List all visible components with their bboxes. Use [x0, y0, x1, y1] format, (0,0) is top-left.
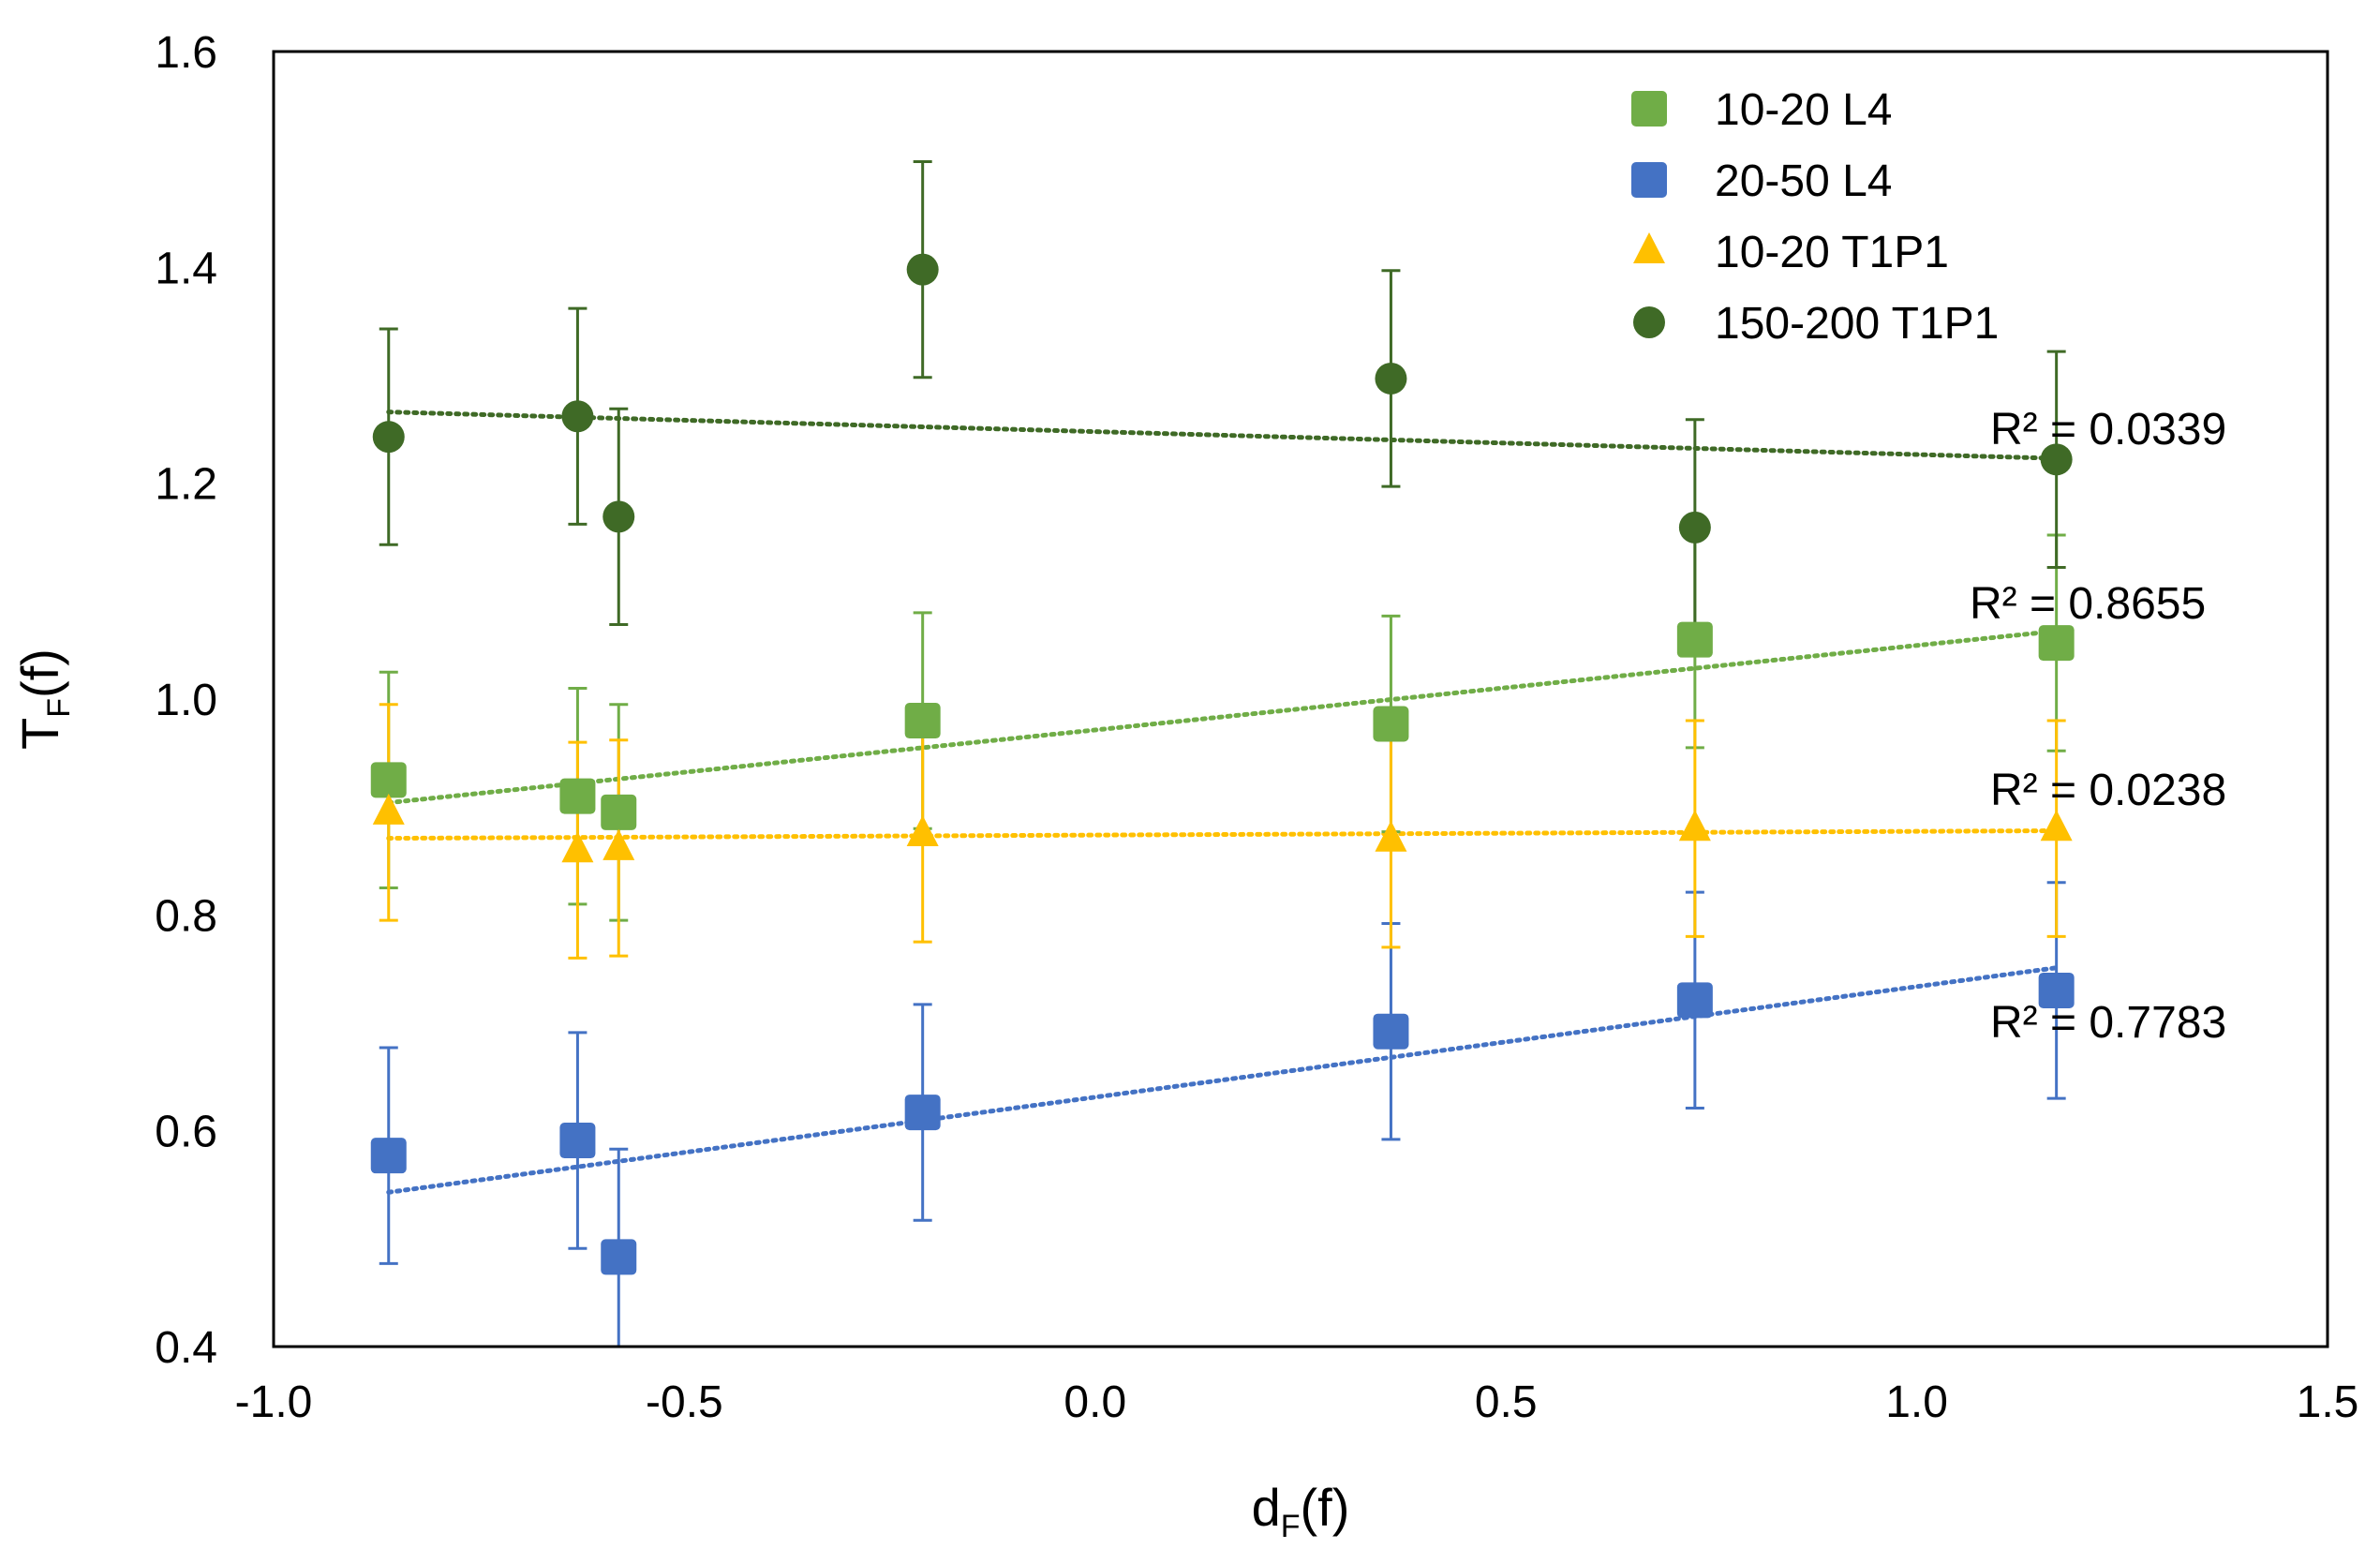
data-point-20-50-l4 — [904, 1095, 941, 1131]
x-tick-label: 1.0 — [1885, 1378, 1948, 1427]
plot-area-frame — [272, 50, 2329, 1348]
x-tick-label: 0.0 — [1064, 1378, 1126, 1427]
data-point-10-20-l4 — [601, 794, 637, 830]
y-axis-title-tail: (f) — [10, 648, 69, 698]
r2-label-20-50-l4: R² = 0.7783 — [1990, 998, 2226, 1048]
x-axis-title: dF(f) — [1252, 1478, 1350, 1544]
data-point-10-20-t1p1 — [561, 831, 594, 863]
data-point-150-200-t1p1 — [906, 253, 939, 286]
x-axis-title-tail: (f) — [1301, 1478, 1350, 1537]
trendline-10-20-t1p1 — [386, 828, 2060, 842]
trendline-20-50-l4 — [386, 965, 2060, 1195]
data-point-10-20-t1p1 — [2040, 810, 2073, 842]
x-axis-title-main: d — [1252, 1478, 1281, 1537]
legend-label-20-50-l4: 20-50 L4 — [1715, 156, 1893, 206]
legend-marker-20-50-l4 — [1631, 162, 1667, 198]
data-point-10-20-t1p1 — [1678, 810, 1711, 842]
data-point-20-50-l4 — [1373, 1013, 1409, 1050]
x-tick-label: 1.5 — [2297, 1378, 2359, 1427]
data-point-150-200-t1p1 — [2040, 443, 2073, 476]
legend-label-150-200-t1p1: 150-200 T1P1 — [1715, 299, 1999, 349]
data-point-10-20-t1p1 — [1375, 820, 1407, 852]
data-point-20-50-l4 — [1676, 982, 1713, 1019]
r2-label-10-20-t1p1: R² = 0.0238 — [1990, 766, 2226, 815]
data-points-layer — [370, 253, 2075, 1275]
data-point-20-50-l4 — [2038, 972, 2075, 1008]
trendline-150-200-t1p1 — [386, 410, 2060, 461]
r2-label-150-200-t1p1: R² = 0.0339 — [1990, 405, 2226, 454]
y-tick-label: 1.4 — [155, 244, 217, 293]
data-point-10-20-l4 — [2038, 625, 2075, 662]
data-point-150-200-t1p1 — [1375, 362, 1407, 395]
data-point-10-20-l4 — [904, 703, 941, 739]
y-axis-title: TF(f) — [10, 648, 77, 750]
r2-labels-layer: R² = 0.8655 R² = 0.7783 R² = 0.0238 R² = 0.… — [1970, 405, 2226, 1048]
data-point-20-50-l4 — [601, 1239, 637, 1275]
x-tick-label: 0.5 — [1475, 1378, 1538, 1427]
data-point-10-20-t1p1 — [906, 814, 939, 846]
data-point-150-200-t1p1 — [602, 500, 635, 533]
y-axis-title-main: T — [10, 718, 69, 750]
x-tick-label: -1.0 — [235, 1378, 313, 1427]
y-tick-label: 1.6 — [155, 28, 217, 78]
data-point-20-50-l4 — [370, 1138, 407, 1174]
trendline-10-20-l4 — [386, 628, 2060, 806]
legend-label-10-20-t1p1: 10-20 T1P1 — [1715, 228, 1949, 277]
data-point-10-20-l4 — [559, 778, 596, 814]
legend-marker-150-200-t1p1 — [1633, 306, 1665, 338]
legend-marker-10-20-l4 — [1631, 91, 1667, 127]
y-tick-label: 0.6 — [155, 1108, 217, 1157]
data-point-10-20-t1p1 — [372, 793, 405, 825]
legend-label-10-20-l4: 10-20 L4 — [1715, 85, 1893, 135]
data-point-10-20-l4 — [370, 762, 407, 798]
trendlines-layer — [386, 410, 2060, 1195]
tick-labels-layer: -1.0 -0.5 0.0 0.5 1.0 1.5 0.4 0.6 0.8 1.0 1.2 1.4 1.… — [155, 28, 2358, 1427]
x-axis-title-subscript: F — [1281, 1509, 1301, 1544]
legend: 10-20 L4 20-50 L4 10-20 T1P1 150-200 T1P1 — [1631, 85, 1999, 349]
y-tick-label: 0.8 — [155, 891, 217, 941]
data-point-150-200-t1p1 — [1678, 511, 1711, 544]
data-point-10-20-t1p1 — [602, 828, 635, 860]
data-point-10-20-l4 — [1373, 706, 1409, 742]
y-tick-label: 1.0 — [155, 676, 217, 725]
data-point-150-200-t1p1 — [372, 421, 405, 454]
y-axis-title-subscript: F — [41, 698, 77, 718]
data-point-10-20-l4 — [1676, 621, 1713, 658]
data-point-150-200-t1p1 — [561, 400, 594, 433]
legend-marker-10-20-t1p1 — [1633, 232, 1665, 263]
x-tick-label: -0.5 — [646, 1378, 723, 1427]
r2-label-10-20-l4: R² = 0.8655 — [1970, 579, 2206, 629]
y-tick-label: 0.4 — [155, 1323, 217, 1373]
data-point-20-50-l4 — [559, 1123, 596, 1159]
y-tick-label: 1.2 — [155, 460, 217, 510]
